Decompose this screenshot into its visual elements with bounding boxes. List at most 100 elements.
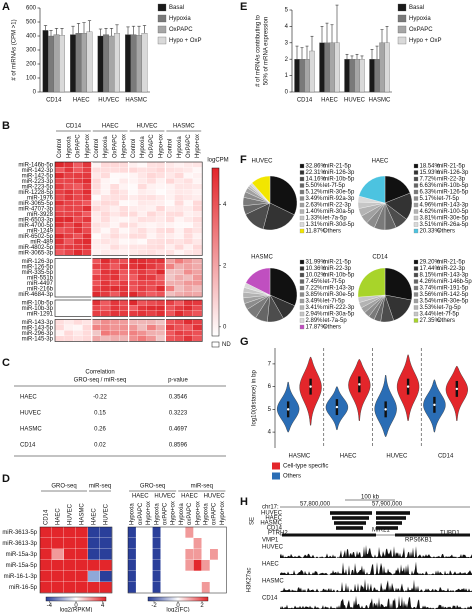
legend-label: let-7a-5p — [323, 318, 347, 324]
table-cell: 0.3546 — [169, 395, 188, 401]
group-label: HASMC — [173, 124, 195, 130]
gene-label: VMP1 — [262, 538, 279, 544]
column-label: CD14 — [44, 509, 50, 525]
heatmap-cell — [101, 189, 110, 195]
heatmap-cell — [183, 325, 193, 331]
heatmap-cell — [82, 258, 92, 264]
heatmap-cell — [55, 300, 64, 306]
legend-swatch — [413, 311, 419, 317]
heatmap-cell — [169, 560, 177, 571]
legend-value: 1.33% — [306, 216, 324, 222]
y-axis-label: 50% of mRNA expression — [264, 17, 270, 85]
heatmap-cell — [76, 560, 88, 571]
heatmap-cell — [73, 233, 83, 239]
heatmap-cell — [119, 239, 129, 245]
colorbar-tick-label: -4 — [47, 603, 53, 609]
heatmap-cell — [73, 250, 83, 256]
legend-label: miR-10b-5p — [437, 183, 469, 189]
heatmap-cell — [156, 258, 166, 264]
heatmap-cell — [210, 527, 218, 538]
heatmap-cell — [218, 549, 227, 560]
scale-label: 100 kb — [361, 495, 380, 501]
y-tick-label: 1 — [285, 73, 289, 79]
heatmap-cell — [73, 305, 83, 311]
table-cell: 0.15 — [94, 411, 106, 417]
heatmap-cell — [55, 305, 64, 311]
table-cell: -0.22 — [93, 395, 107, 401]
heatmap-cell — [193, 200, 202, 206]
heatmap-cell — [110, 184, 120, 190]
heatmap-cell — [64, 206, 74, 212]
legend-label: miR-142-5p — [437, 292, 469, 298]
legend-value: 3.53% — [420, 305, 438, 311]
y-tick-label: 5 — [285, 8, 289, 14]
legend-swatch — [299, 259, 305, 265]
heatmap-cell — [110, 189, 120, 195]
se-bar — [376, 521, 402, 525]
bar — [97, 35, 104, 93]
heatmap-cell — [128, 206, 138, 212]
heatmap-cell — [147, 239, 156, 245]
bar — [294, 59, 300, 93]
legend-swatch — [413, 305, 419, 310]
heatmap-cell — [55, 167, 64, 173]
row-label: miR-10b-5p — [22, 300, 54, 306]
heatmap-cell — [128, 305, 138, 311]
row-label: miR-1249 — [27, 228, 54, 234]
heatmap-cell — [55, 239, 64, 245]
heatmap-cell — [64, 280, 74, 286]
colorbar — [211, 167, 220, 337]
heatmap-cell — [169, 582, 177, 593]
column-label: OxPAPC — [76, 134, 82, 158]
violin-median — [406, 385, 410, 388]
heatmap-cell — [165, 239, 175, 245]
heatmap-cell — [82, 162, 92, 168]
bar — [114, 33, 120, 93]
y-tick-label: 0 — [285, 90, 289, 96]
row-label: miR-1976 — [27, 195, 54, 201]
heatmap-cell — [144, 538, 153, 549]
heatmap-cell — [137, 184, 147, 190]
heatmap-cell — [119, 291, 129, 297]
heatmap-cell — [128, 233, 138, 239]
heatmap-cell — [147, 167, 156, 173]
legend-label: miR-126-5p — [437, 190, 469, 196]
bar — [86, 31, 93, 93]
group-label: CD14 — [66, 124, 82, 130]
heatmap-cell — [183, 184, 193, 190]
legend-swatch — [157, 36, 167, 45]
heatmap-cell — [119, 173, 129, 179]
heatmap-cell — [137, 244, 147, 250]
heatmap-cell — [73, 291, 83, 297]
heatmap-cell — [64, 239, 74, 245]
legend-value: 7.72% — [420, 177, 438, 183]
heatmap-cell — [73, 286, 83, 292]
legend-swatch — [299, 163, 305, 169]
pie-slice — [269, 175, 298, 216]
legend-label: miR-126-3p — [437, 170, 469, 176]
heatmap-cell — [174, 222, 184, 228]
heatmap-cell — [165, 217, 175, 223]
heatmap-cell — [137, 264, 147, 270]
legend-swatch — [397, 14, 407, 23]
heatmap-cell — [73, 330, 83, 336]
heatmap-cell — [165, 264, 175, 270]
heatmap-cell — [137, 280, 147, 286]
heatmap-cell — [100, 538, 112, 549]
heatmap-cell — [52, 549, 64, 560]
heatmap-cell — [91, 275, 101, 281]
legend-swatch — [157, 3, 167, 12]
heatmap-cell — [55, 319, 64, 325]
heatmap-cell — [119, 178, 129, 184]
legend-value: 7.45% — [306, 279, 324, 285]
heatmap-cell — [137, 222, 147, 228]
column-label: Hypoxia — [66, 136, 72, 158]
heatmap-cell — [160, 538, 169, 549]
heatmap-cell — [165, 211, 175, 217]
coord-label: 57,800,000 — [300, 502, 331, 508]
heatmap-cell — [147, 330, 156, 336]
heatmap-cell — [110, 325, 120, 331]
legend-label: Hypoxia — [169, 16, 191, 22]
bar — [103, 34, 109, 93]
heatmap-cell — [101, 286, 110, 292]
